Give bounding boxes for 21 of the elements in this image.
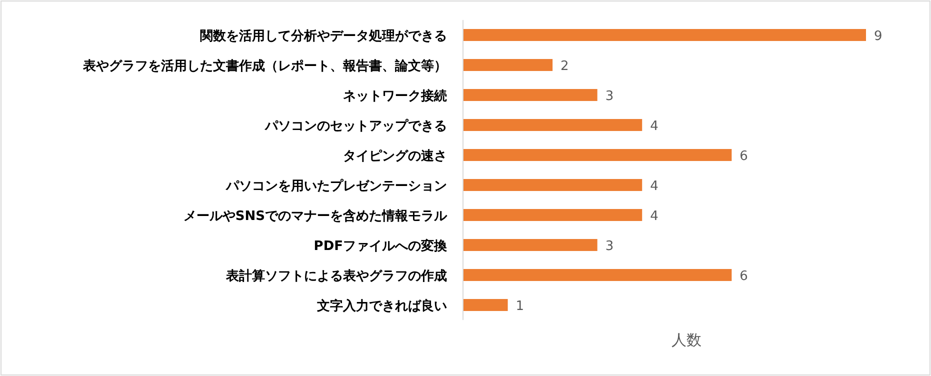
- category-label: パソコンのセットアップできる: [265, 119, 447, 134]
- category-label: 表やグラフを活用した文書作成（レポート、報告書、論文等）: [83, 59, 447, 74]
- xlabel: 人数: [672, 331, 702, 349]
- data-label: 4: [650, 119, 658, 134]
- category-label: 表計算ソフトによる表やグラフの作成: [226, 269, 447, 284]
- category-label: 文字入力できれば良い: [317, 299, 447, 314]
- data-label: 6: [740, 149, 748, 164]
- category-label: メールやSNSでのマナーを含めた情報モラル: [183, 209, 447, 224]
- data-label: 9: [874, 29, 882, 44]
- data-label: 3: [605, 89, 614, 104]
- category-label: タイピングの速さ: [343, 149, 447, 164]
- data-label: 1: [516, 299, 524, 314]
- data-label: 6: [740, 269, 748, 284]
- category-label: 関数を活用して分析やデータ処理ができる: [200, 29, 447, 44]
- data-label: 3: [605, 239, 614, 254]
- category-label: PDFファイルへの変換: [314, 239, 447, 254]
- category-label: パソコンを用いたプレゼンテーション: [226, 179, 447, 194]
- category-label: ネットワーク接続: [343, 89, 447, 104]
- data-label: 2: [560, 59, 569, 74]
- data-label: 4: [650, 179, 658, 194]
- data-label: 4: [650, 209, 658, 224]
